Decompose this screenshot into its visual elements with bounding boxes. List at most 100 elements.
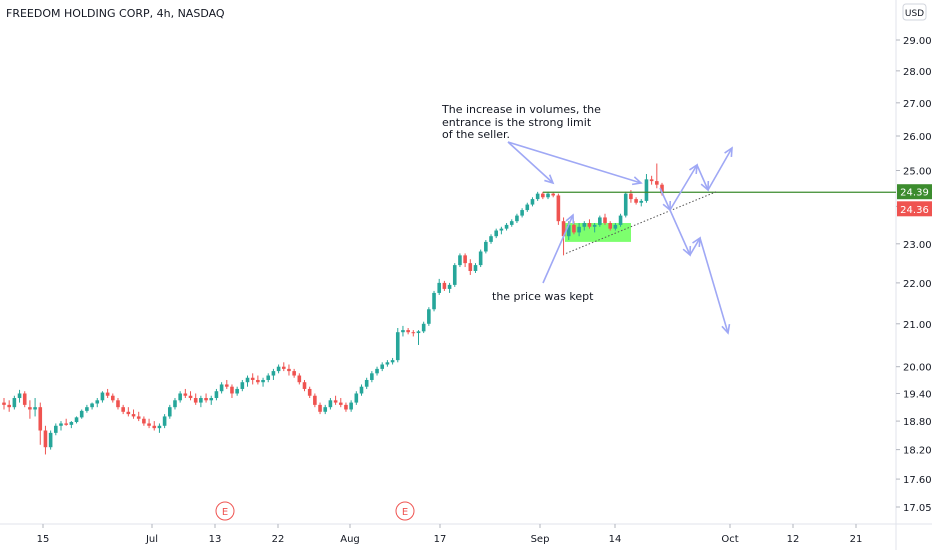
candle-body-41 [214, 391, 219, 399]
candle-body-115 [598, 217, 602, 225]
annotation-text-2: of the seller. [442, 128, 510, 141]
candle-body-113 [587, 223, 592, 227]
candle-body-14 [74, 417, 79, 423]
candle-body-58 [302, 382, 307, 389]
volume-arrow-right[interactable] [507, 141, 642, 184]
annotation-text-1: entrance is the strong limit [442, 116, 592, 129]
support-trend-line[interactable] [565, 191, 717, 254]
earnings-marker-0[interactable] [215, 501, 235, 521]
x-tick-label-2: 13 [209, 534, 222, 545]
candle-body-119 [618, 215, 623, 225]
candle-body-91 [473, 265, 478, 271]
chart-title: FREEDOM HOLDING CORP, 4h, NASDAQ [6, 7, 225, 20]
candle-body-85 [442, 282, 447, 289]
candle-body-43 [224, 384, 229, 387]
candle-body-1 [7, 404, 11, 408]
candle-body-75 [390, 360, 395, 363]
level-price-badge-label: 24.39 [900, 188, 929, 199]
candle-body-42 [219, 384, 224, 392]
candle-body-114 [592, 224, 597, 227]
candle-body-83 [432, 292, 436, 310]
candle-body-38 [199, 398, 203, 403]
y-tick-label-3: 26.00 [903, 132, 932, 143]
candle-body-62 [323, 407, 328, 412]
x-tick-label-4: Aug [340, 534, 360, 545]
candle-body-116 [603, 217, 607, 224]
candle-body-12 [64, 423, 68, 425]
candle-body-39 [204, 398, 208, 401]
candle-body-37 [193, 398, 198, 403]
y-tick-label-7: 22.00 [903, 279, 932, 290]
forecast-arrow-pullback[interactable] [659, 187, 671, 211]
volume-arrow-right-head [631, 176, 643, 186]
candle-body-99 [515, 215, 519, 222]
candle-body-11 [59, 423, 63, 426]
y-tick-label-2: 27.00 [903, 99, 932, 110]
candle-body-59 [307, 388, 312, 396]
currency-badge[interactable]: USD [902, 3, 927, 21]
candle-body-70 [364, 379, 369, 387]
candle-body-33 [173, 400, 177, 408]
candle-body-28 [147, 423, 151, 426]
candle-body-18 [95, 400, 100, 404]
candle-body-35 [183, 393, 188, 396]
time-axis[interactable]: 15 Jul 13 22 Aug 17 Sep 14 Oct 12 21 [37, 524, 863, 545]
annotation-text-3: the price was kept [492, 290, 594, 303]
candle-body-17 [90, 403, 94, 408]
candle-body-112 [582, 223, 587, 227]
x-tick-label-10: 21 [850, 534, 863, 545]
price-badges: 24.39 24.36 [897, 184, 932, 217]
currency-badge-box [902, 3, 927, 21]
x-tick-label-1: Jul [145, 534, 158, 545]
candle-body-127 [660, 184, 664, 194]
candle-body-108 [561, 221, 566, 237]
candle-body-76 [395, 332, 400, 361]
candle-body-19 [100, 392, 105, 401]
forecast-arrow-rebound[interactable] [689, 237, 701, 256]
volume-arrow-left[interactable] [507, 141, 554, 184]
candle-body-48 [250, 377, 255, 380]
forecast-arrow-bounce[interactable] [669, 164, 698, 211]
candle-body-36 [188, 395, 193, 399]
candle-body-77 [401, 330, 405, 333]
candle-body-80 [416, 331, 421, 334]
forecast-arrow-breakdown[interactable] [699, 237, 729, 334]
candle-body-84 [437, 282, 442, 293]
candle-body-118 [613, 224, 618, 229]
earnings-marker-label-1: E [402, 507, 408, 518]
candle-body-66 [344, 404, 348, 410]
candle-body-23 [121, 407, 125, 412]
annotation-text-0: The increase in volumes, the [441, 103, 601, 116]
price-kept-arrow[interactable] [542, 214, 574, 284]
candle-body-73 [380, 364, 385, 369]
candle-body-123 [639, 200, 644, 203]
candle-body-15 [79, 410, 84, 418]
forecast-arrow-retest[interactable] [696, 164, 709, 191]
candle-body-27 [142, 418, 146, 424]
candle-body-125 [649, 179, 654, 182]
forecast-arrow-breakout-head [724, 146, 733, 158]
candle-body-71 [370, 373, 374, 380]
candle-body-44 [230, 386, 234, 394]
candle-body-25 [131, 414, 136, 417]
y-tick-label-1: 28.00 [903, 67, 932, 78]
candle-body-126 [655, 181, 659, 185]
earnings-marker-1[interactable] [395, 501, 415, 521]
x-tick-label-0: 15 [37, 534, 50, 545]
forecast-arrow-breakout[interactable] [707, 147, 733, 191]
candle-body-92 [478, 251, 483, 266]
candle-body-97 [504, 224, 509, 229]
forecast-arrow-drop[interactable] [669, 209, 691, 256]
y-tick-label-0: 29.00 [903, 36, 932, 47]
candle-body-95 [494, 230, 499, 237]
candle-body-72 [375, 368, 379, 374]
candle-body-2 [12, 398, 17, 408]
candle-body-57 [297, 375, 302, 383]
x-tick-label-7: 14 [609, 534, 622, 545]
candle-body-61 [318, 404, 322, 412]
candle-body-68 [354, 393, 359, 403]
candle-body-20 [105, 392, 110, 396]
candle-body-24 [126, 411, 131, 415]
